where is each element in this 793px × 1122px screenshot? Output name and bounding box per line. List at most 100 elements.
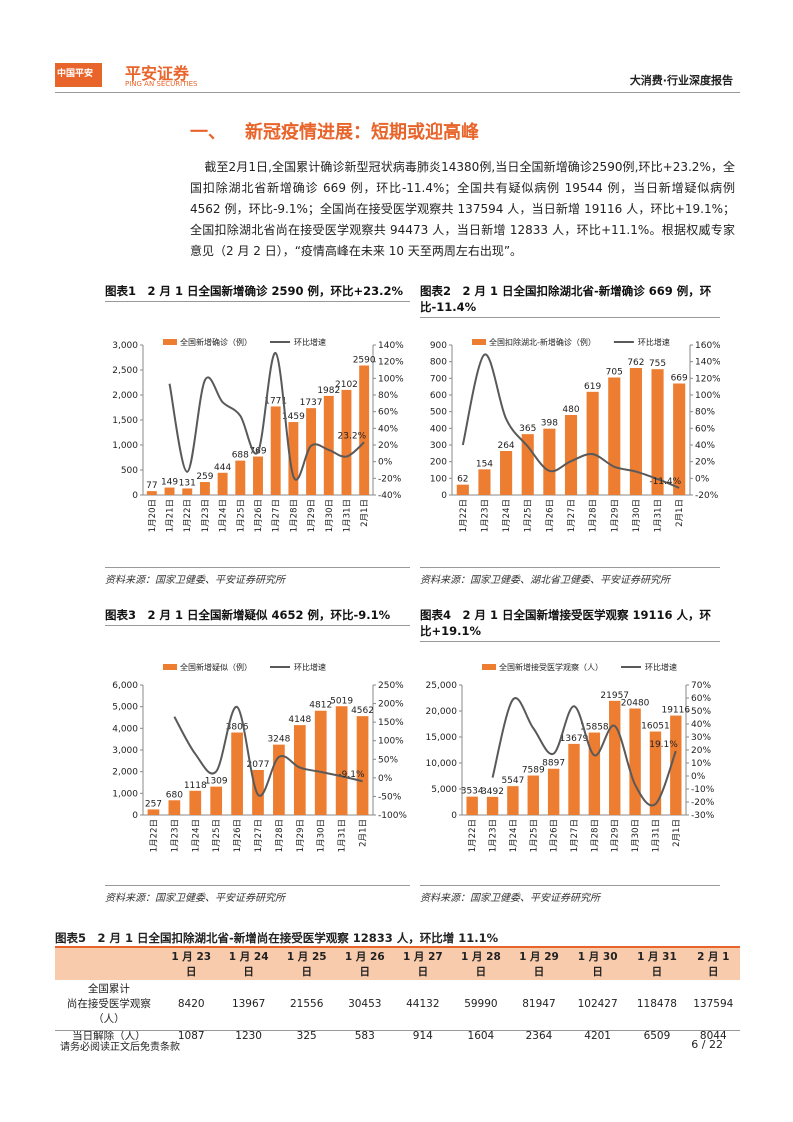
- y-tick-label: 1,000: [112, 789, 138, 799]
- y-tick-label: 400: [430, 424, 447, 434]
- row-label-line: 当日解除（人）: [72, 1030, 146, 1042]
- x-tick-label: 1月31日: [342, 499, 352, 532]
- bar-value-label: 77: [146, 481, 157, 491]
- y-tick-label: 500: [430, 408, 447, 418]
- chart-title: 图表2 2 月 1 日全国扣除湖北省-新增确诊 669 例，环比-11.4%: [420, 283, 720, 318]
- y2-tick-label: 60%: [691, 694, 711, 704]
- y-tick-label: 100: [430, 474, 447, 484]
- chart-panel: 图表4 2 月 1 日全国新增接受医学观察 19116 人，环比+19.1% 资料…: [420, 607, 720, 905]
- x-tick-label: 1月29日: [296, 819, 306, 852]
- table-cell: 13967: [231, 997, 266, 1010]
- y-tick-label: 15,000: [426, 733, 458, 743]
- table-cell: 914: [412, 1029, 433, 1042]
- bar: [182, 488, 193, 495]
- bar-value-label: 7589: [522, 766, 545, 776]
- logo: 中国平安: [57, 69, 94, 79]
- brand: 平安证券: [125, 64, 190, 83]
- trend-line: [168, 352, 365, 481]
- bar: [323, 395, 334, 495]
- y-tick-label: 0: [132, 811, 138, 821]
- y-tick-label: 25,000: [426, 681, 458, 691]
- table-cell: 6509: [643, 1029, 671, 1042]
- legend-swatch: [163, 664, 177, 670]
- x-tick-label: 1月31日: [654, 499, 664, 532]
- y2-tick-label: 140%: [378, 341, 404, 351]
- legend-label: 环比增速: [294, 337, 326, 347]
- x-tick-label: 1月22日: [183, 499, 193, 532]
- bar: [527, 775, 539, 815]
- bar-value-label: 1737: [300, 398, 323, 408]
- x-tick-label: 1月24日: [219, 499, 229, 532]
- logo-box: [55, 63, 102, 87]
- y2-tick-label: 30%: [691, 733, 711, 743]
- y-tick-label: 200: [430, 458, 447, 468]
- bar-value-label: 20480: [621, 699, 650, 709]
- bar: [588, 732, 601, 815]
- x-tick-label: 1月22日: [459, 499, 469, 532]
- bar: [210, 786, 223, 815]
- y2-tick-label: 60%: [378, 408, 398, 418]
- bar: [273, 744, 285, 815]
- y2-tick-label: 140%: [695, 358, 720, 368]
- bar-value-label: 154: [476, 459, 493, 469]
- x-tick-label: 2月1日: [360, 499, 370, 527]
- x-tick-label: 1月22日: [149, 819, 159, 852]
- bar-value-label: 62: [457, 475, 468, 485]
- table-cell: 21556: [290, 997, 324, 1010]
- bar: [199, 482, 210, 495]
- bar-value-label: 5019: [330, 696, 353, 706]
- header-cell: [55, 948, 163, 980]
- bar-value-label: 669: [671, 374, 688, 384]
- y2-tick-label: 60%: [695, 424, 715, 434]
- header-cell: 1 月 30 日: [577, 951, 618, 978]
- chart-title: 图表1 2 月 1 日全国新增确诊 2590 例，环比+23.2%: [105, 283, 410, 302]
- bar-value-label: 13679: [560, 734, 589, 744]
- y-tick-label: 4,000: [112, 724, 138, 734]
- bar-value-label: 755: [649, 359, 666, 369]
- bar: [568, 743, 580, 815]
- y-tick-label: 3,000: [112, 746, 138, 756]
- legend-label: 全国新增疑似（例）: [180, 662, 252, 672]
- bar: [543, 428, 556, 495]
- x-tick-label: 1月30日: [317, 819, 327, 852]
- bar: [306, 408, 317, 495]
- bar-value-label: 444: [214, 463, 231, 473]
- header-rule: [55, 92, 740, 93]
- y2-tick-label: -40%: [378, 491, 402, 501]
- trend-line: [461, 353, 680, 489]
- bar: [147, 809, 160, 815]
- table-cell: 325: [296, 1029, 317, 1042]
- legend-label: 环比增速: [645, 662, 677, 672]
- bar: [586, 391, 599, 495]
- table-cell: 1604: [467, 1029, 495, 1042]
- table-cell: 1230: [235, 1029, 262, 1042]
- chart: 0 500 1,000 1,500 2,000 2,500 3,000 -40% -20% 0% 2…: [112, 337, 404, 532]
- y-tick-label: 600: [430, 391, 447, 401]
- line-value-label: 23.2%: [338, 431, 367, 441]
- bar-value-label: 1982: [317, 386, 340, 396]
- table-row: 当日解除（人） 1087 1230 325 583 914 1604 2364 4201 6509…: [55, 1027, 740, 1044]
- header-cell: 1 月 26 日: [344, 951, 385, 978]
- x-tick-label: 1月23日: [489, 819, 499, 852]
- x-tick-label: 1月26日: [550, 819, 560, 852]
- bar-value-label: 688: [232, 451, 249, 461]
- legend-label: 全国新增确诊（例）: [180, 337, 252, 347]
- y2-tick-label: 40%: [378, 424, 398, 434]
- chart: 0 100 200 300 400 500 600 700 800 900 -20% 0% 20% 40%…: [430, 337, 720, 532]
- y-tick-label: 0: [441, 491, 447, 501]
- bar: [235, 460, 246, 495]
- chart-panel: 图表3 2 月 1 日全国新增疑似 4652 例，环比-9.1% 资料来源：国家卫…: [105, 607, 410, 905]
- bar-value-label: 5547: [501, 776, 524, 786]
- bar-value-label: 3248: [267, 735, 290, 745]
- bar: [252, 769, 264, 815]
- bar: [270, 406, 281, 495]
- report-type: 大消费·行业深度报告: [629, 74, 733, 87]
- bar: [507, 786, 519, 815]
- x-tick-label: 1月24日: [191, 819, 201, 852]
- y2-tick-label: -50%: [378, 792, 402, 802]
- bar: [456, 484, 469, 495]
- legend-swatch: [163, 339, 177, 345]
- x-tick-label: 1月26日: [254, 499, 264, 532]
- x-tick-label: 1月29日: [611, 819, 621, 852]
- table-cell: 59990: [464, 997, 498, 1010]
